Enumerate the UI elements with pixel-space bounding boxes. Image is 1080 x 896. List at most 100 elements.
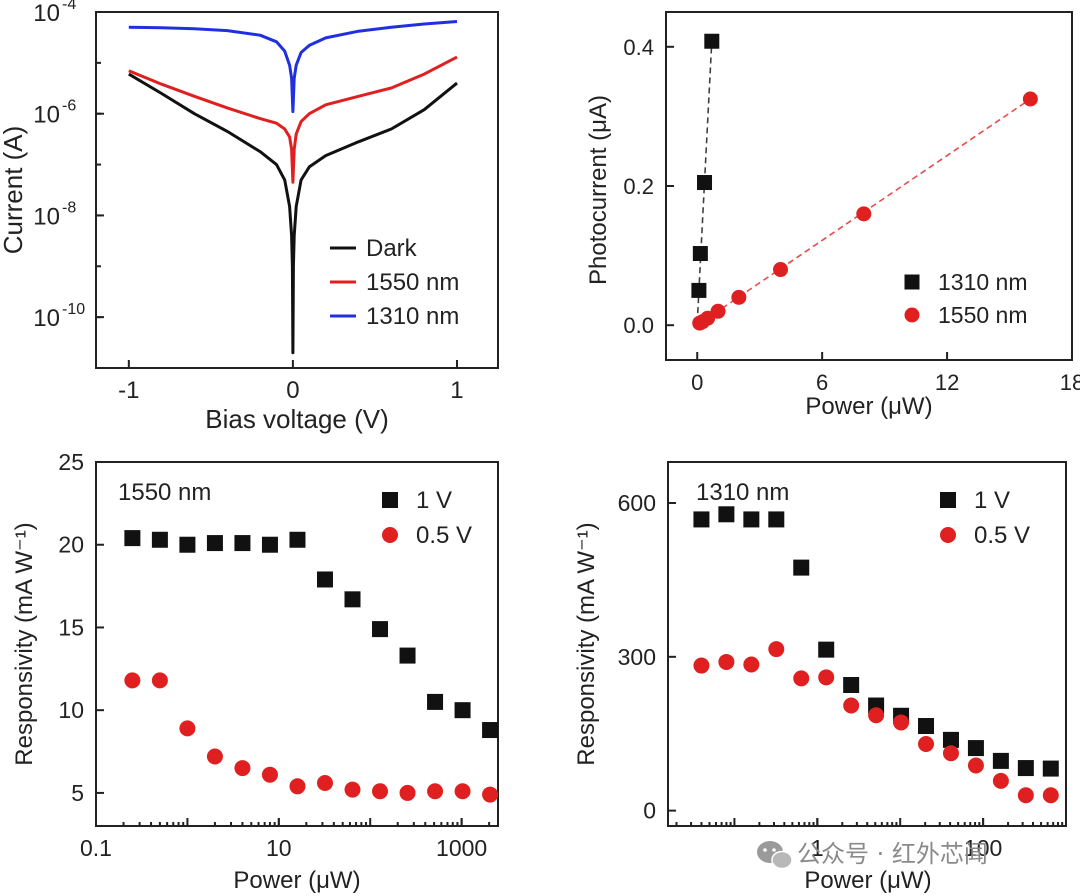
data-point [718, 506, 735, 523]
legend: 1 V 0.5 V [382, 487, 472, 549]
y-tick-label: 300 [618, 644, 656, 670]
x-tick-label: 12 [935, 370, 959, 395]
data-point [992, 752, 1009, 769]
data-point [773, 262, 789, 278]
x-tick-label: 1000 [436, 835, 487, 861]
legend: Dark 1550 nm 1310 nm [330, 235, 459, 330]
y-tick-label: 10 [33, 0, 60, 27]
y-tick-exponent: -10 [62, 301, 85, 318]
series-0.5-v [124, 672, 499, 803]
y-axis-label: Photocurrent (μA) [585, 95, 612, 285]
data-point [718, 653, 735, 670]
chart-photocurrent: 0 6 12 18 0.0 0.2 0.4 Power (μW) Photocurrent (μ… [585, 11, 1080, 420]
data-point [793, 670, 810, 687]
x-tick-label: 1 [450, 377, 463, 404]
x-axis-label: Power (μW) [805, 393, 932, 420]
legend-label: Dark [366, 235, 418, 262]
data-point [992, 772, 1009, 789]
legend-label: 0.5 V [416, 522, 472, 549]
x-tick-label: 100 [964, 835, 1002, 861]
series-line [128, 55, 458, 184]
legend-label: 1550 nm [366, 269, 459, 296]
series-1550-nm [128, 55, 458, 184]
x-tick-label: -1 [118, 377, 139, 404]
plot-frame [95, 461, 499, 827]
wechat-icon [757, 841, 793, 870]
data-point [344, 781, 361, 798]
data-point [206, 748, 223, 765]
legend-label: 1 V [416, 487, 452, 514]
data-point [179, 536, 196, 553]
legend-label: 0.5 V [974, 522, 1030, 549]
x-axis-label: Power (μW) [804, 867, 931, 894]
legend-label: 1 V [974, 487, 1010, 514]
data-point [1017, 787, 1034, 804]
data-point [1042, 760, 1059, 777]
series-line [128, 20, 458, 114]
x-tick-label: 18 [1060, 370, 1080, 395]
legend-swatch [904, 274, 920, 290]
data-point [697, 175, 713, 191]
y-tick-exponent: -4 [62, 0, 76, 13]
series-line [128, 72, 458, 355]
data-point [316, 774, 333, 791]
data-point [868, 707, 885, 724]
y-tick-label: 0 [643, 798, 656, 824]
panel-annotation: 1310 nm [696, 479, 789, 506]
series-1-v [124, 530, 499, 739]
y-tick-label: 10 [58, 697, 84, 723]
data-point [124, 530, 141, 547]
data-point [206, 535, 223, 552]
data-point [234, 760, 251, 777]
data-point [818, 641, 835, 658]
plot-frame [95, 11, 499, 369]
data-point [234, 535, 251, 552]
x-tick-label: 10 [266, 835, 292, 861]
chart-responsivity-1310: 1 100 0 300 600 Power (μW) Responsivity (mA W⁻… [573, 461, 1067, 894]
data-point [710, 303, 726, 319]
data-point [289, 778, 306, 795]
legend: 1 V 0.5 V [940, 487, 1030, 549]
data-point [918, 735, 935, 752]
y-axis-label: Current (A) [0, 126, 28, 255]
series-dark [128, 72, 458, 355]
data-point [289, 531, 306, 548]
legend-swatch [382, 527, 398, 543]
y-axis-label: Responsivity (mA W⁻¹) [573, 522, 600, 765]
x-tick-label: 1 [811, 835, 824, 861]
y-tick-label: 0.0 [623, 313, 654, 338]
x-tick-label: 0 [286, 377, 299, 404]
data-point [743, 656, 760, 673]
y-tick-label: 0.4 [623, 35, 654, 60]
legend-label: 1310 nm [938, 269, 1028, 295]
legend-swatch [382, 492, 398, 508]
series-1550-nm [692, 91, 1038, 331]
data-point [344, 591, 361, 608]
y-tick-label: 10 [33, 102, 60, 129]
y-axis-label: Responsivity (mA W⁻¹) [11, 522, 38, 765]
data-point [427, 693, 444, 710]
watermark: 公众号 · 红外芯闻 [757, 840, 988, 870]
data-point [124, 672, 141, 689]
y-tick-label: 600 [618, 490, 656, 516]
data-point [1017, 760, 1034, 777]
data-point [179, 720, 196, 737]
data-point [399, 784, 416, 801]
data-point [691, 282, 707, 298]
data-point [942, 731, 959, 748]
data-point [693, 511, 710, 528]
data-point [316, 571, 333, 588]
data-point [967, 740, 984, 757]
data-point [482, 722, 499, 739]
y-tick-label: 10 [33, 203, 60, 230]
data-point [768, 641, 785, 658]
data-point [454, 702, 471, 719]
x-tick-label: 0 [691, 370, 703, 395]
x-tick-label: 0.1 [80, 835, 112, 861]
data-point [793, 559, 810, 576]
data-point [482, 786, 499, 803]
x-axis-label: Bias voltage (V) [205, 404, 389, 434]
data-point [704, 33, 720, 49]
series-1-v [693, 506, 1059, 777]
